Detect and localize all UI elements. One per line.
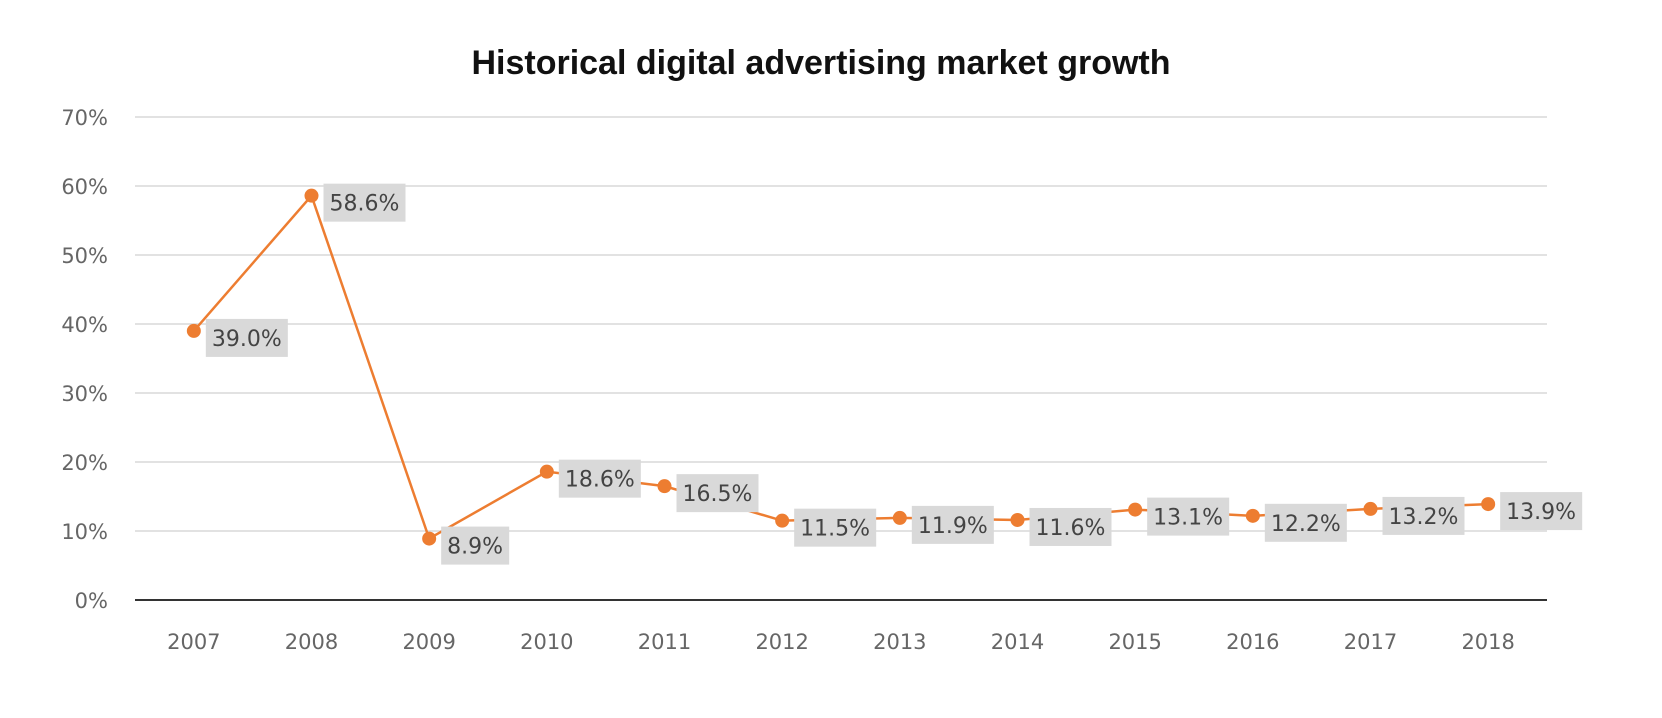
y-tick-label: 70%	[61, 106, 108, 130]
data-point	[1481, 497, 1496, 512]
data-label: 11.9%	[911, 505, 994, 544]
data-point	[1128, 502, 1143, 517]
x-tick-label: 2015	[1108, 630, 1161, 654]
y-tick-label: 50%	[61, 244, 108, 268]
data-label-text: 13.2%	[1389, 505, 1459, 530]
data-label: 39.0%	[205, 318, 288, 357]
data-point	[186, 323, 201, 338]
data-point	[304, 188, 319, 203]
series-line	[192, 193, 1489, 541]
chart-title: Historical digital advertising market gr…	[471, 44, 1170, 82]
x-tick-label: 2014	[991, 630, 1044, 654]
x-tick-label: 2012	[755, 630, 808, 654]
data-point	[1363, 501, 1378, 516]
data-label: 11.6%	[1029, 507, 1112, 546]
data-label-background	[1029, 507, 1112, 546]
data-label: 11.5%	[794, 508, 877, 547]
data-point	[1245, 508, 1260, 523]
data-label-background	[676, 474, 759, 513]
data-labels: 39.0% 58.6% 8.9% 18.6% 16.5% 11.5% 11.9% 11.6% 1…	[205, 183, 1583, 565]
data-label-text: 39.0%	[212, 327, 282, 352]
data-label-text: 12.2%	[1271, 512, 1341, 537]
data-label-text: 16.5%	[683, 482, 753, 507]
x-tick-label: 2010	[520, 630, 573, 654]
data-label-background	[558, 459, 641, 498]
x-tick-label: 2018	[1461, 630, 1514, 654]
data-label-text: 11.5%	[800, 517, 870, 542]
data-label-text: 58.6%	[330, 192, 400, 217]
data-label-background	[794, 508, 877, 547]
data-label: 8.9%	[441, 526, 510, 565]
data-points	[186, 188, 1496, 546]
data-point	[1010, 512, 1025, 527]
data-label-background	[1264, 503, 1347, 542]
data-label-background	[1500, 492, 1583, 531]
data-label-text: 8.9%	[447, 535, 503, 560]
y-tick-label: 60%	[61, 175, 108, 199]
data-point	[539, 464, 554, 479]
x-tick-label: 2017	[1344, 630, 1397, 654]
data-label-text: 11.6%	[1036, 516, 1106, 541]
data-label-text: 11.9%	[918, 514, 988, 539]
y-tick-label: 20%	[61, 451, 108, 475]
data-point	[775, 513, 790, 528]
data-label: 18.6%	[558, 459, 641, 498]
data-label: 13.2%	[1382, 496, 1465, 535]
x-tick-label: 2016	[1226, 630, 1279, 654]
gridlines	[135, 116, 1547, 532]
x-tick-label: 2009	[402, 630, 455, 654]
y-tick-label: 40%	[61, 313, 108, 337]
data-label-background	[441, 526, 510, 565]
data-label-background	[911, 505, 994, 544]
data-label-background	[1382, 496, 1465, 535]
y-tick-label: 0%	[75, 589, 108, 613]
data-point	[422, 531, 437, 546]
data-label-text: 13.9%	[1506, 500, 1576, 525]
x-tick-label: 2011	[638, 630, 691, 654]
data-label: 13.9%	[1500, 492, 1583, 531]
data-label: 12.2%	[1264, 503, 1347, 542]
data-label-background	[1147, 497, 1230, 536]
data-label: 16.5%	[676, 474, 759, 513]
data-label-text: 18.6%	[565, 468, 635, 493]
data-label-text: 13.1%	[1153, 506, 1223, 531]
data-point	[892, 510, 907, 525]
data-label: 58.6%	[323, 183, 406, 222]
y-tick-label: 10%	[61, 520, 108, 544]
x-axis-ticks: 2007 2008 2009 2010 2011 2012 2013 2014 2015 2016…	[167, 630, 1515, 654]
y-axis-ticks: 0% 10% 20% 30% 40% 50% 60% 70%	[61, 106, 108, 613]
data-point	[657, 479, 672, 494]
y-tick-label: 30%	[61, 382, 108, 406]
data-label: 13.1%	[1147, 497, 1230, 536]
x-tick-label: 2007	[167, 630, 220, 654]
x-tick-label: 2013	[873, 630, 926, 654]
data-label-background	[205, 318, 288, 357]
x-tick-label: 2008	[285, 630, 338, 654]
data-label-background	[323, 183, 406, 222]
